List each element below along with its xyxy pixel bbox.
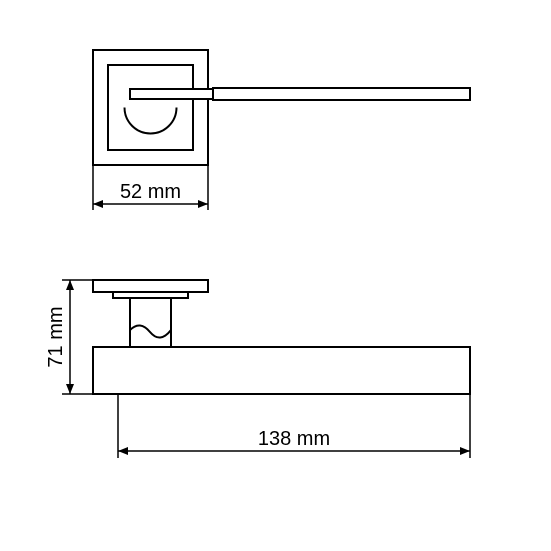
- depth-label: 71 mm: [45, 306, 67, 367]
- rose-lip: [113, 292, 188, 298]
- rose-top-plate: [93, 280, 208, 292]
- side-view: 71 mm 138 mm: [45, 280, 470, 458]
- rose-inner: [108, 65, 193, 150]
- lever-front: [93, 347, 470, 394]
- length-label: 138 mm: [258, 428, 330, 450]
- lever-neck: [130, 298, 171, 347]
- lever-shoulder: [130, 89, 213, 99]
- rose-outer: [93, 50, 208, 165]
- spindle-arc: [125, 108, 177, 134]
- lever-top: [213, 88, 470, 100]
- dimension-depth: 71 mm: [45, 280, 93, 394]
- top-view: 52 mm: [93, 50, 470, 210]
- dimension-length: 138 mm: [118, 394, 470, 458]
- dimension-rose-width: 52 mm: [93, 165, 208, 210]
- rose-width-label: 52 mm: [120, 181, 181, 203]
